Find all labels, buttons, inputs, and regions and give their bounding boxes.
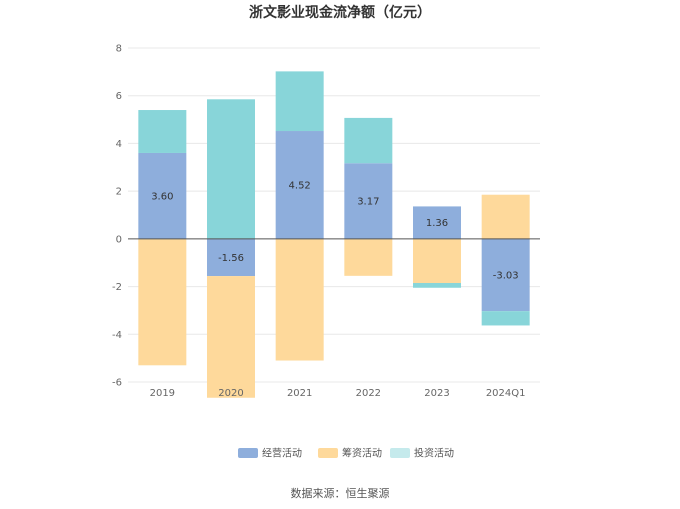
- bar-segment: [275, 131, 324, 239]
- bar-segment: [481, 194, 530, 239]
- x-tick-label: 2024Q1: [486, 388, 526, 399]
- bar-segment: [207, 238, 255, 277]
- gridlines: [128, 47, 540, 383]
- bar-segment: [481, 311, 530, 326]
- legend: 经营活动 筹资活动 投资活动: [238, 447, 454, 460]
- x-tick-label: 2019: [150, 388, 175, 399]
- data-label: -1.56: [218, 253, 244, 264]
- bars: [138, 71, 530, 398]
- y-tick-label: -6: [112, 378, 122, 389]
- bar-segment: [275, 71, 324, 132]
- bar-segment: [344, 117, 393, 164]
- y-tick-labels: 8 6 4 2 0 -2 -4 -6: [112, 44, 122, 389]
- data-label: 1.36: [426, 218, 448, 229]
- x-tick-label: 2021: [287, 388, 312, 399]
- bar-segment: [138, 110, 187, 153]
- y-tick-label: -4: [112, 330, 122, 341]
- data-label: 4.52: [289, 180, 311, 191]
- y-tick-label: 4: [116, 139, 122, 150]
- legend-swatch[interactable]: [318, 448, 338, 458]
- legend-label[interactable]: 筹资活动: [342, 447, 382, 460]
- bar-segment: [207, 99, 255, 239]
- legend-swatch[interactable]: [390, 448, 410, 458]
- bar-segment: [481, 238, 530, 312]
- legend-label[interactable]: 经营活动: [262, 447, 302, 460]
- y-tick-label: 6: [116, 91, 122, 102]
- data-label: 3.60: [151, 191, 173, 202]
- x-tick-labels: 2019 2020 2021 2022 2023 2024Q1: [150, 388, 526, 399]
- data-label: 3.17: [357, 197, 379, 208]
- x-tick-label: 2023: [424, 388, 449, 399]
- bar-segment: [413, 282, 461, 288]
- chart-title: 浙文影业现金流净额（亿元）: [249, 4, 431, 21]
- y-tick-label: 0: [116, 234, 122, 245]
- legend-label[interactable]: 投资活动: [414, 447, 454, 460]
- bar-segment: [413, 206, 461, 239]
- bar-segment: [138, 238, 187, 366]
- x-tick-label: 2022: [356, 388, 381, 399]
- source-note: 数据来源：恒生聚源: [291, 486, 390, 500]
- bar-segment: [413, 238, 461, 283]
- data-labels: 3.60 -1.56 4.52 3.17 1.36 -3.03: [151, 180, 518, 281]
- data-label: -3.03: [493, 271, 519, 282]
- y-tick-label: -2: [112, 282, 122, 293]
- bar-segment: [275, 238, 324, 361]
- bar-segment: [344, 238, 393, 276]
- bar-segment: [344, 163, 393, 239]
- legend-swatch[interactable]: [238, 448, 258, 458]
- y-tick-label: 8: [116, 44, 122, 55]
- bar-segment: [138, 152, 187, 239]
- y-tick-label: 2: [116, 187, 122, 198]
- x-tick-label: 2020: [218, 388, 243, 399]
- bar-segment: [207, 276, 255, 398]
